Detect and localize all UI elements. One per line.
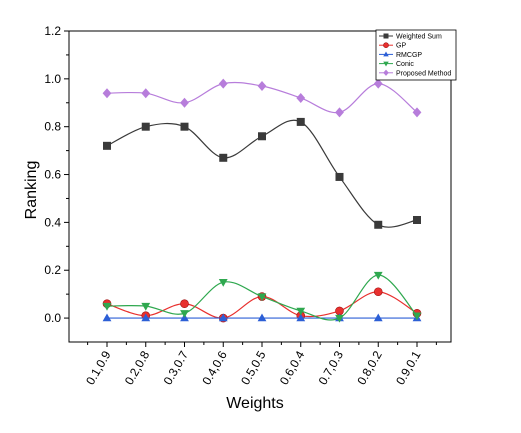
data-point: [413, 215, 421, 224]
legend-box: [375, 29, 457, 81]
data-point: [374, 220, 383, 229]
data-point: [102, 88, 112, 99]
y-tick-label: 0.4: [44, 215, 61, 229]
legend-marker: [383, 69, 389, 76]
y-tick-label: 1.2: [44, 24, 61, 38]
data-point: [335, 172, 344, 181]
legend-label: Weighted Sum: [396, 34, 442, 41]
data-point: [335, 107, 344, 118]
y-tick-label: 0.6: [44, 168, 61, 182]
series-layer: [102, 78, 422, 323]
data-point: [141, 88, 151, 99]
data-point: [296, 92, 306, 103]
legend-item: RMCGP: [379, 51, 422, 59]
legend-marker: [383, 33, 389, 39]
data-point: [102, 302, 112, 311]
data-point: [296, 313, 306, 322]
legend-marker: [383, 42, 389, 49]
legend-label: GP: [396, 43, 406, 50]
x-tick-label: 0.6,0.4: [277, 348, 308, 387]
data-point: [373, 78, 383, 89]
x-tick-label: 0.9,0.1: [393, 348, 424, 387]
y-tick-label: 0.8: [44, 120, 61, 134]
data-point: [257, 293, 267, 302]
legend-item: Weighted Sum: [379, 33, 442, 41]
data-point: [141, 302, 151, 311]
legend-label: Conic: [396, 61, 414, 68]
legend-marker: [383, 51, 389, 57]
data-point: [296, 117, 305, 126]
data-point: [373, 313, 383, 322]
data-point: [180, 97, 189, 108]
data-point: [335, 314, 344, 323]
x-tick-label: 0.8,0.2: [354, 348, 385, 387]
data-point: [218, 78, 228, 89]
legend-item: Conic: [379, 61, 414, 68]
x-tick-label: 0.1,0.9: [83, 348, 114, 387]
data-point: [412, 312, 422, 321]
y-tick-label: 1.0: [44, 72, 61, 86]
data-point: [296, 307, 306, 316]
legend-label: Proposed Method: [396, 70, 451, 77]
plot-frame: [68, 30, 452, 343]
x-tick-label: 0.2,0.8: [122, 348, 153, 387]
legend-item: Proposed Method: [379, 69, 451, 77]
legend: Weighted Sum GP RMCGP Conic Proposed Method: [375, 29, 457, 81]
data-point: [373, 287, 383, 297]
y-tick-label: 0.0: [44, 311, 61, 325]
data-point: [218, 278, 228, 287]
x-tick-label: 0.4,0.6: [199, 348, 230, 387]
x-tick-label: 0.3,0.7: [161, 348, 192, 387]
series-conic: [102, 271, 422, 323]
data-point: [373, 271, 383, 280]
data-point: [180, 299, 189, 309]
x-tick-label: 0.7,0.3: [316, 348, 347, 387]
series-proposed-method: [102, 78, 422, 118]
data-point: [218, 313, 228, 322]
data-point: [180, 122, 189, 131]
series-weighted-sum: [103, 117, 421, 229]
y-tick-label: 0.2: [44, 263, 61, 277]
data-point: [258, 132, 266, 141]
x-tick-label: 0.5,0.5: [238, 348, 269, 387]
data-point: [257, 81, 267, 92]
data-point: [257, 313, 267, 322]
data-point: [103, 141, 111, 150]
data-point: [141, 122, 150, 131]
data-point: [180, 310, 189, 318]
y-axis-title: Ranking: [23, 161, 40, 220]
legend-marker: [383, 61, 389, 67]
data-point: [102, 313, 112, 322]
legend-label: RMCGP: [396, 52, 422, 59]
legend-item: GP: [379, 42, 406, 50]
data-point: [412, 107, 422, 118]
data-point: [219, 153, 228, 162]
data-point: [141, 313, 151, 322]
x-axis-title: Weights: [226, 395, 284, 412]
